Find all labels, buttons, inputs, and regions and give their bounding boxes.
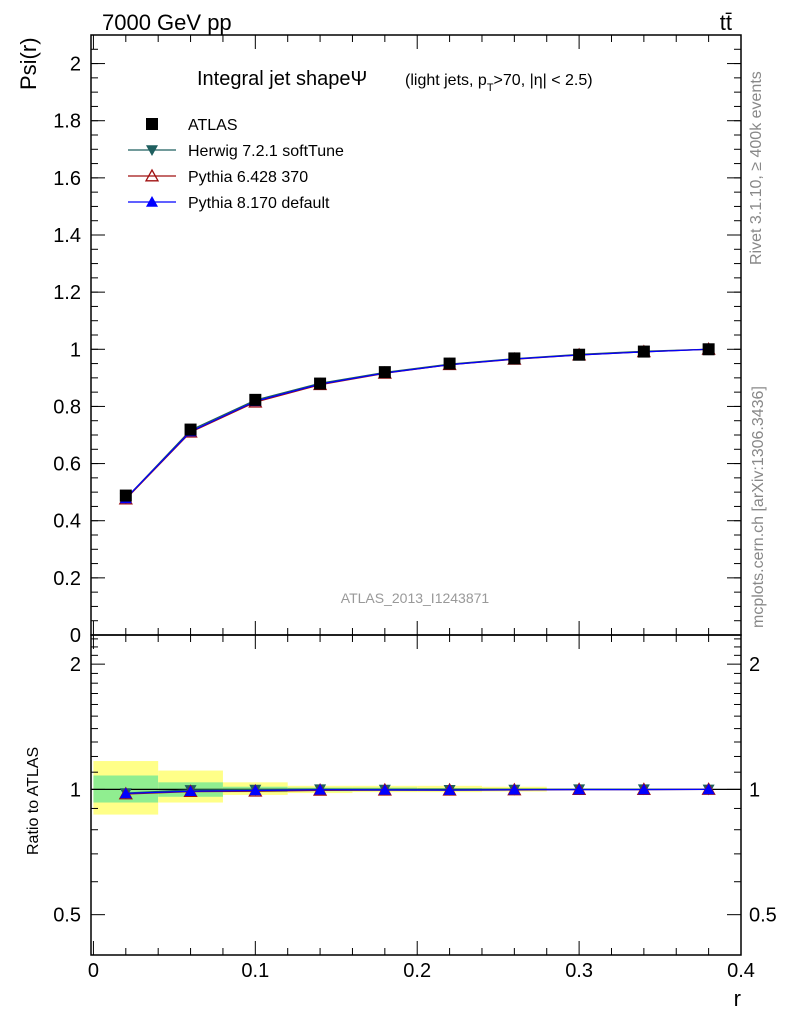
ratio-line-pythia-8-170-default bbox=[125, 788, 709, 795]
main-ytick-label: 0.4 bbox=[53, 511, 81, 533]
legend-marker-pythia-8-170-default bbox=[146, 196, 158, 207]
ratio-ytick-label: 1 bbox=[70, 779, 81, 801]
main-y-label: Psi(r) bbox=[16, 37, 41, 90]
ratio-point-pythia-8-170-default bbox=[119, 787, 132, 799]
main-point-atlas bbox=[637, 345, 650, 358]
main-ytick-label: 0 bbox=[70, 625, 81, 647]
main-line-pythia-8-170-default bbox=[125, 348, 709, 499]
ratio-point-pythia-8-170-default bbox=[443, 784, 456, 795]
mcplots-label: mcplots.cern.ch [arXiv:1306.3436] bbox=[750, 386, 767, 628]
ratio-ytick-label: 2 bbox=[70, 654, 81, 676]
main-subtitle: (light jets, pT>70, |η| < 2.5) bbox=[405, 72, 593, 94]
rivet-label: Rivet 3.1.10, ≥ 400k events bbox=[748, 71, 765, 265]
legend-marker-atlas bbox=[146, 118, 158, 130]
main-ytick-label: 1.4 bbox=[53, 225, 81, 247]
ratio-ytick-label: 0.5 bbox=[53, 905, 81, 927]
main-ytick-label: 1 bbox=[70, 339, 81, 361]
process-label: tt̄ bbox=[720, 10, 732, 35]
ratio-point-pythia-8-170-default bbox=[314, 783, 327, 795]
legend-marker-herwig-7-2-1-softtune bbox=[146, 145, 158, 156]
legend-label-pythia-8-170-default: Pythia 8.170 default bbox=[188, 195, 330, 212]
main-ytick-label: 0.8 bbox=[53, 396, 81, 418]
xtick-label: 0.4 bbox=[727, 960, 755, 982]
ratio-panel: 0.5 0.51 12 2 0 0.1 0.2 0.3 0.4 Ratio to ATLAS … bbox=[25, 634, 777, 1011]
main-ytick-label: 0.6 bbox=[53, 454, 81, 476]
main-point-atlas bbox=[508, 352, 521, 365]
ratio-series bbox=[91, 782, 741, 800]
main-ytick-label: 1.2 bbox=[53, 282, 81, 304]
main-point-atlas bbox=[378, 366, 391, 379]
ratio-point-pythia-8-170-default bbox=[637, 783, 650, 795]
x-ticks: 0 0.1 0.2 0.3 0.4 bbox=[88, 635, 755, 982]
beam-label: 7000 GeV pp bbox=[102, 10, 232, 35]
xtick-label: 0.1 bbox=[241, 960, 269, 982]
main-ytick-label: 1.6 bbox=[53, 168, 81, 190]
main-point-atlas bbox=[184, 423, 197, 436]
xtick-label: 0.2 bbox=[403, 960, 431, 982]
analysis-id: ATLAS_2013_I1243871 bbox=[341, 590, 490, 606]
main-line-pythia-6-428-370 bbox=[125, 348, 709, 500]
ratio-y-ticks: 0.5 0.5 1 1 2 2 bbox=[53, 638, 777, 956]
main-ytick-label: 0.2 bbox=[53, 568, 81, 590]
legend-marker-pythia-6-428-370 bbox=[144, 168, 160, 182]
legend-label-pythia-6-428-370: Pythia 6.428 370 bbox=[188, 169, 308, 186]
xtick-label: 0 bbox=[88, 960, 99, 982]
main-point-atlas bbox=[573, 348, 586, 361]
main-point-atlas bbox=[314, 377, 327, 390]
main-ytick-label: 2 bbox=[70, 54, 81, 76]
main-ytick-label: 1.8 bbox=[53, 111, 81, 133]
ratio-point-pythia-8-170-default bbox=[573, 783, 586, 795]
ratio-point-pythia-8-170-default bbox=[702, 783, 715, 795]
ratio-point-pythia-8-170-default bbox=[184, 785, 197, 797]
main-point-atlas bbox=[443, 357, 456, 370]
ratio-ytick-label-right: 0.5 bbox=[749, 905, 777, 927]
main-panel: 0 0.2 0.4 0.6 0.8 1 1.2 1.4 1.6 1.8 2 Integral jet… bbox=[16, 34, 742, 647]
ratio-point-pythia-8-170-default bbox=[249, 784, 262, 796]
legend: ATLAS Herwig 7.2.1 softTune Pythia 6.428 3… bbox=[128, 117, 344, 212]
main-line-herwig-7-2-1-softtune bbox=[125, 348, 709, 499]
ratio-ytick-label-right: 2 bbox=[749, 654, 760, 676]
ratio-point-pythia-8-170-default bbox=[378, 783, 391, 795]
legend-label-atlas: ATLAS bbox=[188, 117, 238, 134]
ratio-frame bbox=[90, 634, 742, 956]
main-title: Integral jet shapeΨ bbox=[197, 68, 367, 90]
ratio-point-pythia-8-170-default bbox=[508, 783, 521, 795]
legend-label-herwig-7-2-1-softtune: Herwig 7.2.1 softTune bbox=[188, 143, 344, 160]
main-point-atlas bbox=[249, 393, 262, 406]
main-y-ticks: 0 0.2 0.4 0.6 0.8 1 1.2 1.4 1.6 1.8 2 bbox=[53, 35, 742, 647]
main-point-atlas bbox=[119, 489, 132, 502]
xtick-label: 0.3 bbox=[565, 960, 593, 982]
x-axis-label: r bbox=[734, 986, 741, 1011]
ratio-ytick-label-right: 1 bbox=[749, 779, 760, 801]
main-series bbox=[118, 341, 716, 505]
ratio-y-label: Ratio to ATLAS bbox=[25, 747, 42, 855]
main-point-atlas bbox=[702, 343, 715, 356]
